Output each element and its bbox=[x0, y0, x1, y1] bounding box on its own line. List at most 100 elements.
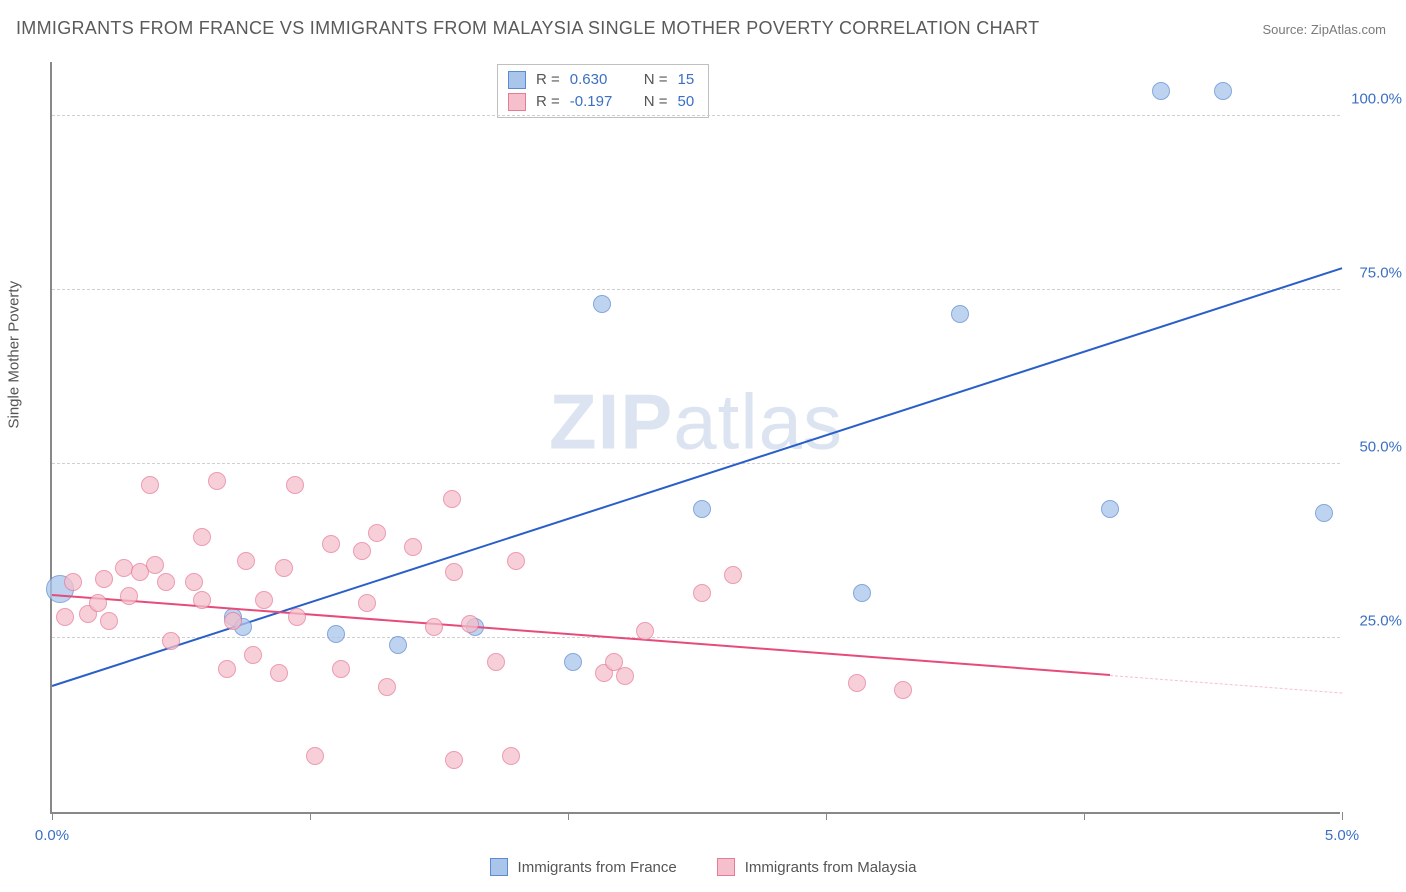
x-tick bbox=[1084, 812, 1085, 820]
data-point bbox=[237, 552, 255, 570]
data-point bbox=[146, 556, 164, 574]
data-point bbox=[564, 653, 582, 671]
data-point bbox=[951, 305, 969, 323]
data-point bbox=[332, 660, 350, 678]
n-value: 15 bbox=[678, 69, 695, 91]
x-tick-label: 5.0% bbox=[1325, 827, 1359, 844]
data-point bbox=[288, 608, 306, 626]
data-point bbox=[208, 472, 226, 490]
data-point bbox=[275, 559, 293, 577]
data-point bbox=[162, 632, 180, 650]
legend-item: Immigrants from France bbox=[490, 858, 677, 876]
data-point bbox=[327, 625, 345, 643]
correlation-legend: R = 0.630 N = 15 R = -0.197 N = 50 bbox=[497, 64, 709, 118]
data-point bbox=[185, 573, 203, 591]
data-point bbox=[1214, 82, 1232, 100]
r-value: 0.630 bbox=[570, 69, 634, 91]
data-point bbox=[306, 747, 324, 765]
data-point bbox=[1101, 500, 1119, 518]
data-point bbox=[693, 584, 711, 602]
y-tick-label: 25.0% bbox=[1359, 612, 1402, 629]
x-tick bbox=[826, 812, 827, 820]
y-tick-label: 50.0% bbox=[1359, 438, 1402, 455]
data-point bbox=[425, 618, 443, 636]
data-point bbox=[56, 608, 74, 626]
data-point bbox=[894, 681, 912, 699]
gridline bbox=[52, 637, 1340, 638]
chart-title: IMMIGRANTS FROM FRANCE VS IMMIGRANTS FRO… bbox=[16, 18, 1039, 39]
data-point bbox=[1152, 82, 1170, 100]
legend-swatch bbox=[508, 93, 526, 111]
data-point bbox=[270, 664, 288, 682]
gridline bbox=[52, 115, 1340, 116]
data-point bbox=[64, 573, 82, 591]
watermark: ZIPatlas bbox=[549, 377, 843, 468]
watermark-atlas: atlas bbox=[673, 378, 843, 466]
data-point bbox=[853, 584, 871, 602]
correlation-row: R = 0.630 N = 15 bbox=[508, 69, 694, 91]
data-point bbox=[445, 751, 463, 769]
legend-swatch bbox=[717, 858, 735, 876]
data-point bbox=[89, 594, 107, 612]
data-point bbox=[404, 538, 422, 556]
data-point bbox=[636, 622, 654, 640]
x-tick bbox=[568, 812, 569, 820]
watermark-zip: ZIP bbox=[549, 378, 673, 466]
data-point bbox=[724, 566, 742, 584]
data-point bbox=[1315, 504, 1333, 522]
data-point bbox=[507, 552, 525, 570]
data-point bbox=[193, 591, 211, 609]
data-point bbox=[218, 660, 236, 678]
data-point bbox=[100, 612, 118, 630]
data-point bbox=[502, 747, 520, 765]
r-label: R = bbox=[536, 69, 560, 91]
data-point bbox=[157, 573, 175, 591]
gridline bbox=[52, 463, 1340, 464]
data-point bbox=[378, 678, 396, 696]
gridline bbox=[52, 289, 1340, 290]
data-point bbox=[95, 570, 113, 588]
data-point bbox=[358, 594, 376, 612]
data-point bbox=[461, 615, 479, 633]
data-point bbox=[443, 490, 461, 508]
data-point bbox=[255, 591, 273, 609]
data-point bbox=[693, 500, 711, 518]
data-point bbox=[286, 476, 304, 494]
data-point bbox=[445, 563, 463, 581]
data-point bbox=[616, 667, 634, 685]
x-tick bbox=[1342, 812, 1343, 820]
chart-container: IMMIGRANTS FROM FRANCE VS IMMIGRANTS FRO… bbox=[0, 0, 1406, 892]
data-point bbox=[593, 295, 611, 313]
legend-item: Immigrants from Malaysia bbox=[717, 858, 917, 876]
data-point bbox=[368, 524, 386, 542]
trendline-extrapolated bbox=[1110, 675, 1342, 694]
legend-swatch bbox=[508, 71, 526, 89]
data-point bbox=[193, 528, 211, 546]
series-legend: Immigrants from France Immigrants from Ma… bbox=[0, 858, 1406, 876]
y-tick-label: 75.0% bbox=[1359, 264, 1402, 281]
x-tick bbox=[52, 812, 53, 820]
n-label: N = bbox=[644, 91, 668, 113]
r-value: -0.197 bbox=[570, 91, 634, 113]
y-tick-label: 100.0% bbox=[1351, 90, 1402, 107]
correlation-row: R = -0.197 N = 50 bbox=[508, 91, 694, 113]
data-point bbox=[353, 542, 371, 560]
data-point bbox=[120, 587, 138, 605]
data-point bbox=[224, 612, 242, 630]
y-axis-label: Single Mother Poverty bbox=[6, 281, 23, 429]
r-label: R = bbox=[536, 91, 560, 113]
legend-swatch bbox=[490, 858, 508, 876]
data-point bbox=[244, 646, 262, 664]
x-tick bbox=[310, 812, 311, 820]
n-label: N = bbox=[644, 69, 668, 91]
data-point bbox=[141, 476, 159, 494]
data-point bbox=[389, 636, 407, 654]
legend-label: Immigrants from Malaysia bbox=[745, 859, 917, 876]
source-label: Source: ZipAtlas.com bbox=[1262, 22, 1386, 37]
data-point bbox=[848, 674, 866, 692]
data-point bbox=[487, 653, 505, 671]
legend-label: Immigrants from France bbox=[518, 859, 677, 876]
n-value: 50 bbox=[678, 91, 695, 113]
plot-area: ZIPatlas R =0.630N =15R =-0.197N =50 25.… bbox=[50, 62, 1340, 814]
data-point bbox=[322, 535, 340, 553]
